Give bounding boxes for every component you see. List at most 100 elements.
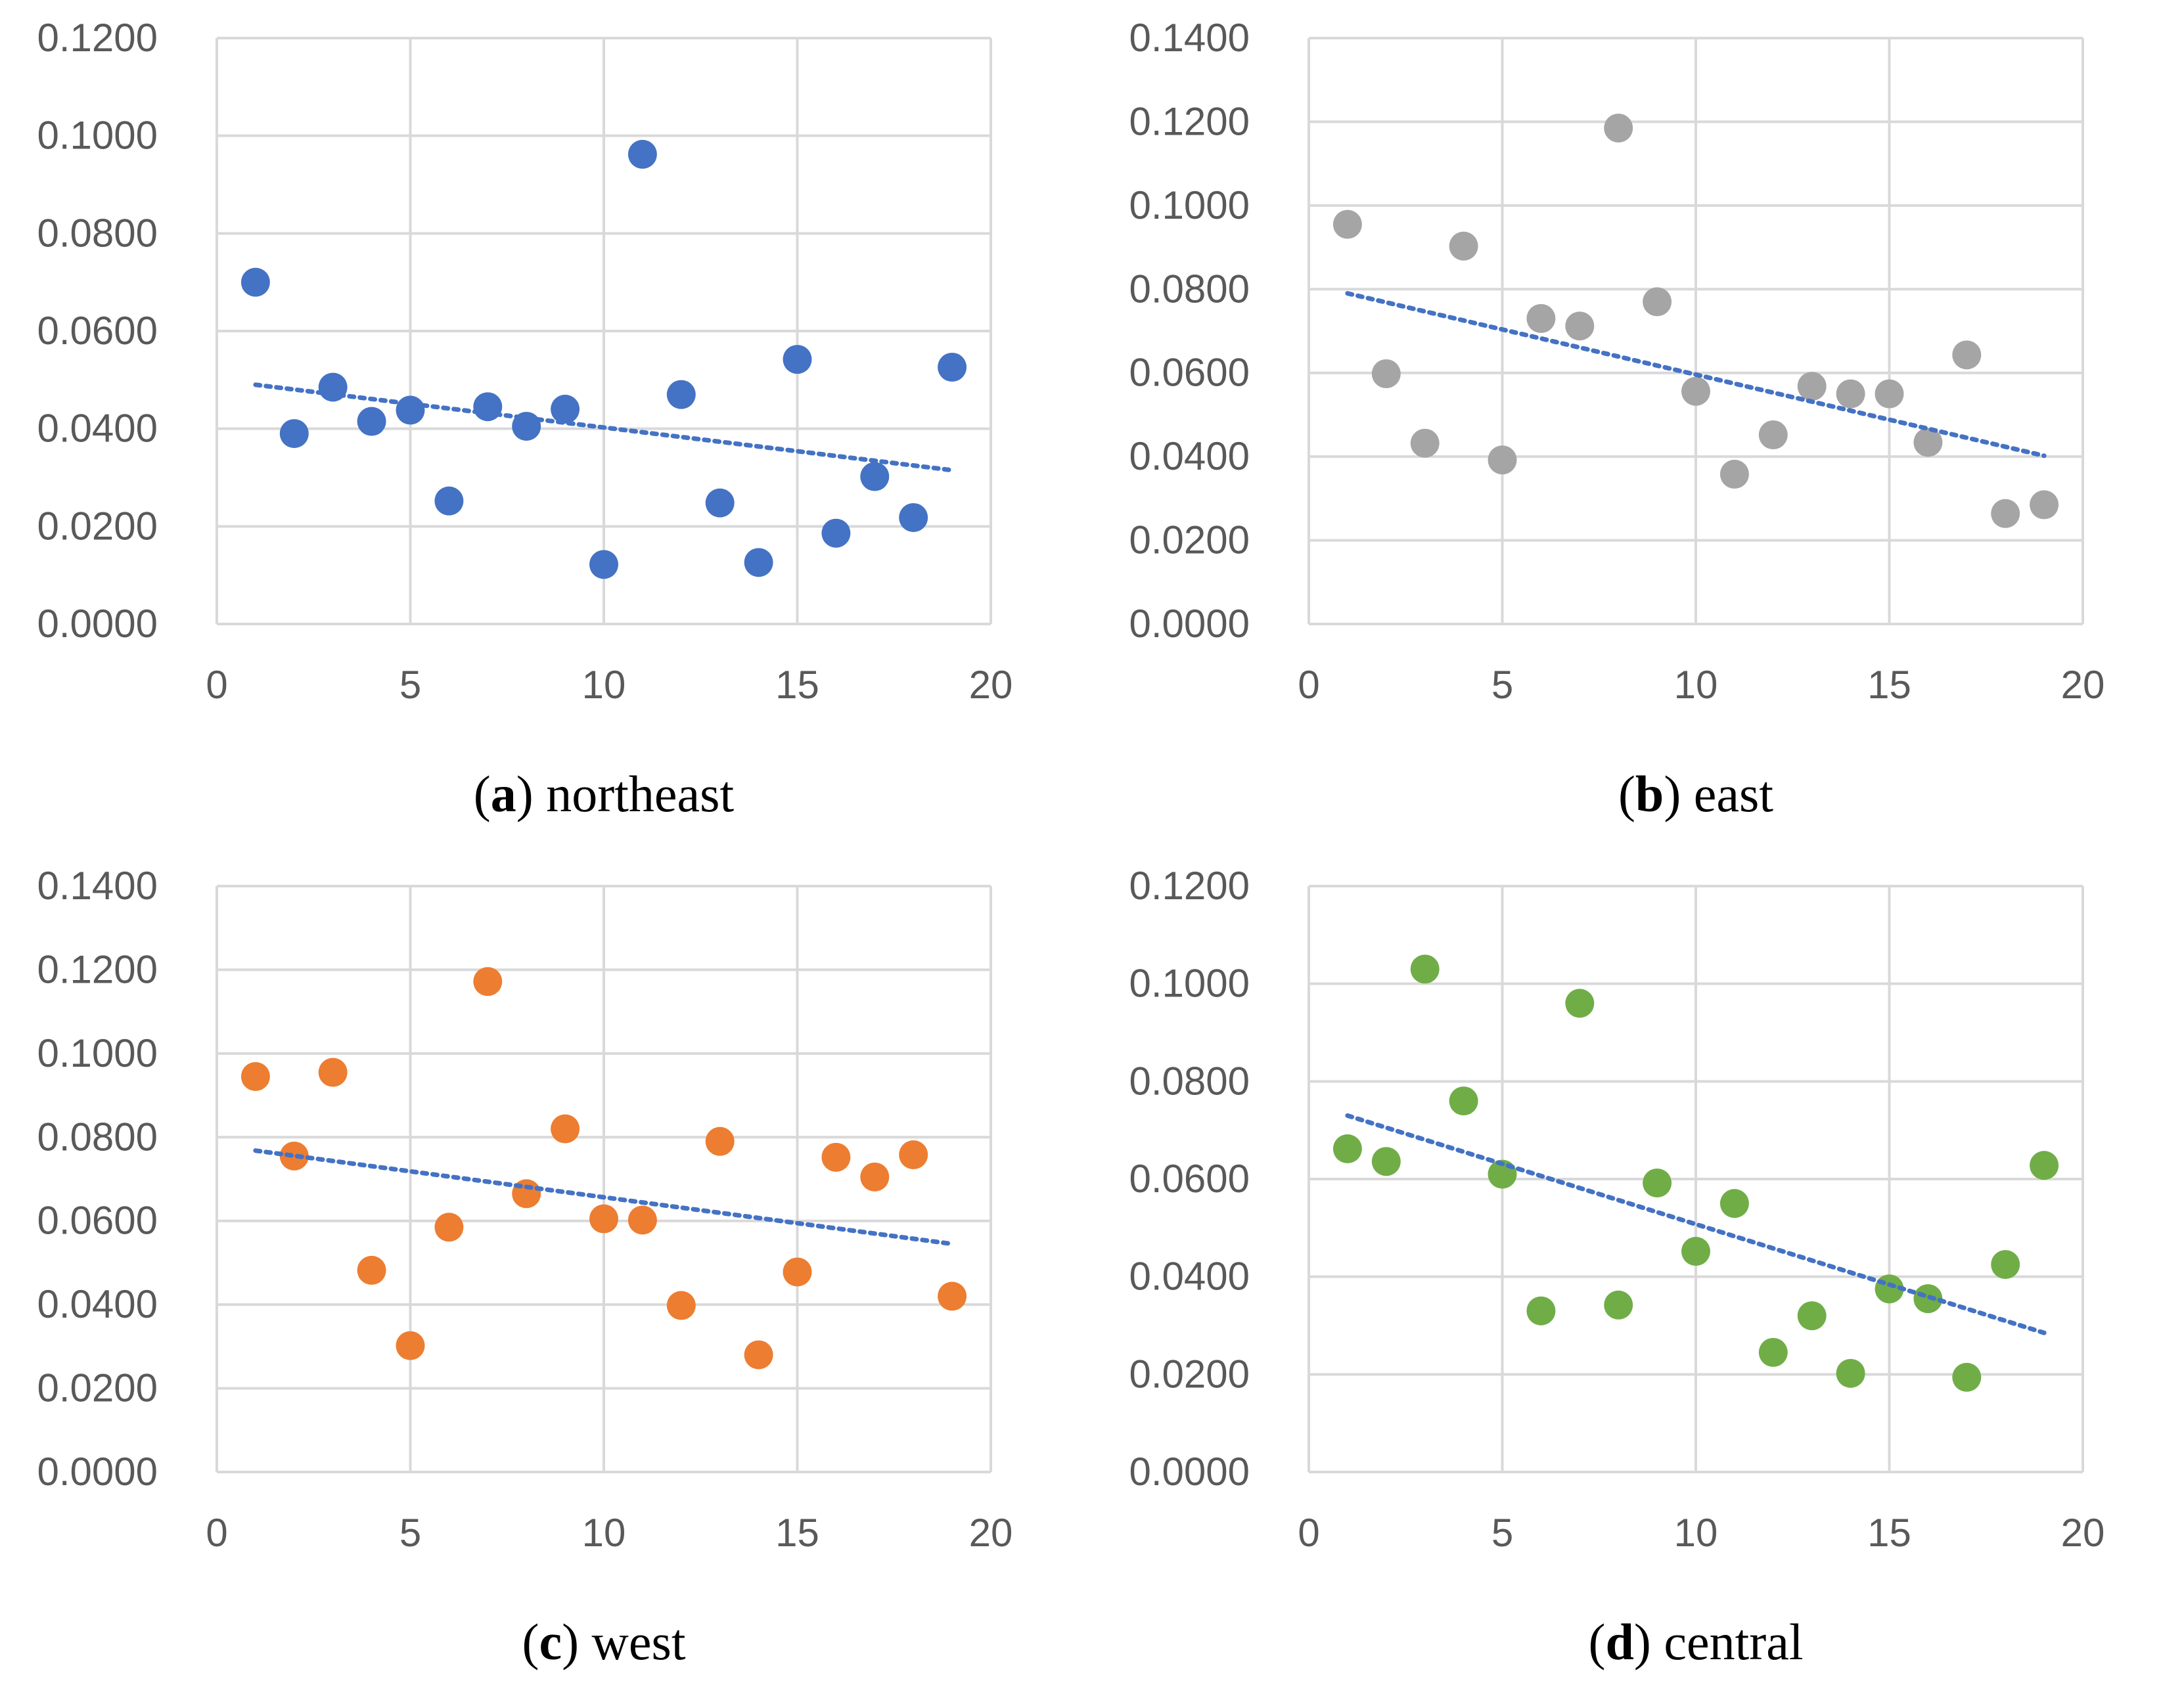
y-tick-label: 0.0800 <box>37 1115 158 1159</box>
y-tick-label: 0.0800 <box>37 211 158 255</box>
data-point <box>1991 499 2020 528</box>
data-point <box>821 1142 851 1172</box>
data-point <box>1332 1134 1362 1163</box>
data-point <box>1836 379 1865 409</box>
data-point <box>2030 490 2059 520</box>
data-point <box>473 967 503 996</box>
data-point <box>744 548 773 577</box>
y-tick-label: 0.0200 <box>1129 518 1250 562</box>
data-point <box>1719 459 1749 489</box>
y-tick-label: 0.1000 <box>1129 183 1250 227</box>
data-point <box>589 550 618 579</box>
y-tick-label: 0.0200 <box>37 504 158 548</box>
data-point <box>551 1114 580 1144</box>
data-point <box>860 462 890 491</box>
data-point <box>821 518 851 548</box>
x-tick-label: 5 <box>1491 663 1513 707</box>
y-tick-label: 0.1200 <box>1129 864 1250 908</box>
y-tick-label: 0.0400 <box>37 1282 158 1326</box>
chart-caption: (b) east <box>1618 765 1773 822</box>
data-point <box>1371 359 1401 388</box>
chart-caption: (a) northeast <box>474 765 735 822</box>
data-point <box>938 353 967 382</box>
x-tick-label: 5 <box>399 1511 421 1555</box>
x-tick-label: 20 <box>2061 663 2105 707</box>
data-point <box>434 486 464 516</box>
x-tick-label: 20 <box>969 663 1013 707</box>
x-tick-label: 0 <box>1298 1511 1319 1555</box>
caption-letter: a <box>491 765 516 822</box>
trendline <box>1345 291 2047 458</box>
data-point <box>666 1291 696 1320</box>
y-tick-label: 0.0400 <box>1129 434 1250 478</box>
data-point <box>1758 420 1788 450</box>
data-point <box>783 345 812 374</box>
y-tick-label: 0.0600 <box>1129 351 1250 395</box>
data-point <box>1488 445 1517 475</box>
scatter-chart-northeast: 0.0000 0.0200 0.0400 0.0600 0.0800 0.1000 0.12… <box>37 16 1013 822</box>
data-point <box>1604 113 1633 143</box>
data-point <box>279 1141 309 1171</box>
data-point <box>1332 210 1362 239</box>
x-tick-label: 15 <box>775 663 819 707</box>
data-point <box>627 1205 657 1235</box>
data-point <box>899 502 928 532</box>
chart-panel-northeast: 0.0000 0.0200 0.0400 0.0600 0.0800 0.1000 0.12… <box>0 0 1092 848</box>
data-point <box>899 1140 928 1170</box>
data-point <box>279 419 309 449</box>
data-point <box>1410 954 1440 984</box>
data-point <box>1565 989 1595 1018</box>
trendline <box>1345 1113 2047 1335</box>
y-tick-label: 0.0000 <box>37 1450 158 1494</box>
data-point <box>318 1058 348 1087</box>
data-point <box>357 407 386 436</box>
data-point <box>357 1255 386 1285</box>
data-point <box>1836 1358 1865 1388</box>
trendline <box>253 1148 955 1247</box>
data-point <box>1719 1189 1749 1218</box>
y-tick-label: 0.0600 <box>1129 1157 1250 1201</box>
data-point <box>1681 1237 1710 1266</box>
y-tick-label: 0.1200 <box>1129 99 1250 143</box>
x-tick-label: 20 <box>2061 1511 2105 1555</box>
caption-region: west <box>592 1613 686 1670</box>
scatter-chart-east: 0.0000 0.0200 0.0400 0.0600 0.0800 0.1000 0.12… <box>1129 16 2105 822</box>
data-point <box>1797 1301 1827 1331</box>
data-point <box>396 395 425 425</box>
data-point <box>1797 372 1827 401</box>
data-point <box>744 1340 773 1370</box>
data-point <box>1643 287 1672 317</box>
y-tick-label: 0.1400 <box>37 864 158 908</box>
data-point <box>1952 340 1982 370</box>
y-tick-label: 0.0200 <box>1129 1352 1250 1396</box>
caption-region: northeast <box>546 765 734 822</box>
x-tick-label: 15 <box>1867 1511 1911 1555</box>
y-tick-label: 0.1200 <box>37 947 158 991</box>
x-tick-label: 0 <box>206 663 227 707</box>
y-tick-label: 0.0800 <box>1129 267 1250 311</box>
y-tick-label: 0.1000 <box>37 114 158 158</box>
x-tick-label: 15 <box>775 1511 819 1555</box>
data-point <box>1371 1147 1401 1176</box>
chart-caption: (c) west <box>522 1613 685 1670</box>
data-point <box>473 392 503 422</box>
y-tick-label: 0.1000 <box>37 1031 158 1075</box>
data-point <box>240 1061 270 1091</box>
x-tick-label: 10 <box>582 663 626 707</box>
scatter-chart-west: 0.0000 0.0200 0.0400 0.0600 0.0800 0.1000 0.12… <box>37 864 1012 1670</box>
y-tick-label: 0.1200 <box>37 16 158 60</box>
data-point <box>666 380 696 409</box>
data-point <box>1449 231 1478 261</box>
chart-panel-central: 0.0000 0.0200 0.0400 0.0600 0.0800 0.1000 0.12… <box>1092 848 2184 1696</box>
data-point <box>1643 1168 1672 1197</box>
y-tick-label: 0.1000 <box>1129 962 1250 1006</box>
y-tick-label: 0.0400 <box>1129 1255 1250 1299</box>
data-point <box>1565 311 1595 341</box>
y-tick-label: 0.0000 <box>37 602 158 646</box>
data-point <box>1410 428 1440 458</box>
caption-letter: c <box>539 1613 562 1670</box>
data-point <box>1758 1337 1788 1367</box>
y-tick-label: 0.0000 <box>1129 1450 1250 1494</box>
caption-letter: d <box>1605 1613 1633 1670</box>
y-tick-label: 0.1400 <box>1129 16 1250 60</box>
